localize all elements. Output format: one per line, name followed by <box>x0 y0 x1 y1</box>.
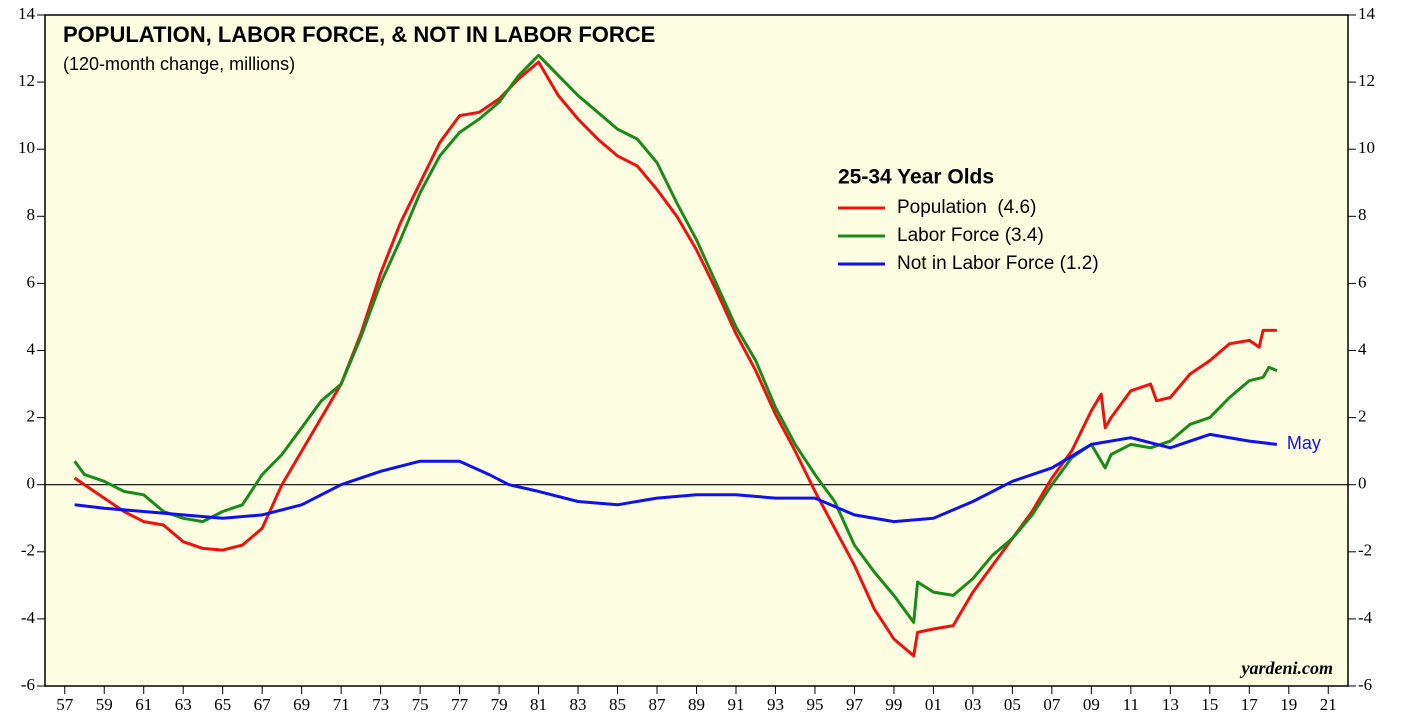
y-tick-label: -2 <box>21 541 35 560</box>
x-tick-label: 11 <box>1123 695 1139 714</box>
watermark: yardeni.com <box>1240 658 1334 678</box>
x-tick-label: 69 <box>293 695 310 714</box>
legend-label: Labor Force (3.4) <box>897 225 1044 246</box>
y2-tick-label: 6 <box>1358 272 1367 291</box>
y-tick-label: 14 <box>18 4 36 23</box>
x-tick-label: 79 <box>491 695 508 714</box>
y-tick-label: -6 <box>21 675 35 694</box>
y2-tick-label: 0 <box>1358 474 1367 493</box>
annotation: May <box>1287 433 1321 453</box>
x-tick-label: 71 <box>333 695 350 714</box>
x-tick-label: 13 <box>1162 695 1179 714</box>
y2-tick-label: 4 <box>1358 339 1367 358</box>
x-tick-label: 21 <box>1320 695 1337 714</box>
x-tick-label: 75 <box>412 695 429 714</box>
x-tick-label: 73 <box>372 695 389 714</box>
x-tick-label: 63 <box>175 695 192 714</box>
plot-area <box>44 14 1349 687</box>
y-tick-label: -4 <box>21 608 36 627</box>
legend-label: Population (4.6) <box>897 197 1036 218</box>
y-tick-label: 6 <box>27 272 36 291</box>
y-tick-label: 10 <box>18 138 35 157</box>
series-line <box>74 432 1278 524</box>
y-tick-label: 4 <box>27 339 36 358</box>
y2-tick-label: 12 <box>1358 71 1375 90</box>
x-tick-label: 19 <box>1280 695 1297 714</box>
series-line <box>73 60 1277 658</box>
legend-label: Not in Labor Force (1.2) <box>897 253 1099 274</box>
x-tick-label: 93 <box>767 695 784 714</box>
x-tick-label: 99 <box>885 695 902 714</box>
chart-subtitle: (120-month change, millions) <box>63 54 295 74</box>
x-tick-label: 81 <box>530 695 547 714</box>
chart-title: POPULATION, LABOR FORCE, & NOT IN LABOR … <box>63 22 655 47</box>
x-tick-label: 83 <box>570 695 587 714</box>
x-tick-label: 67 <box>254 695 272 714</box>
series-line <box>73 53 1278 624</box>
x-tick-label: 85 <box>609 695 626 714</box>
y-tick-label: 2 <box>27 407 36 426</box>
y2-tick-label: 10 <box>1358 138 1375 157</box>
y2-tick-label: 8 <box>1358 205 1367 224</box>
x-tick-label: 87 <box>649 695 667 714</box>
x-tick-label: 15 <box>1201 695 1218 714</box>
y-tick-label: 12 <box>18 71 35 90</box>
x-tick-label: 91 <box>727 695 744 714</box>
x-tick-label: 59 <box>96 695 113 714</box>
legend-title: 25-34 Year Olds <box>838 166 994 189</box>
x-tick-label: 65 <box>214 695 231 714</box>
y2-tick-label: -2 <box>1358 541 1372 560</box>
x-tick-label: 07 <box>1043 695 1061 714</box>
x-tick-label: 57 <box>56 695 74 714</box>
y2-tick-label: 2 <box>1358 407 1367 426</box>
x-tick-label: 89 <box>688 695 705 714</box>
x-tick-label: 77 <box>451 695 469 714</box>
x-tick-label: 97 <box>846 695 864 714</box>
y-tick-label: 8 <box>27 205 36 224</box>
x-tick-label: 09 <box>1083 695 1100 714</box>
y2-tick-label: -6 <box>1358 675 1372 694</box>
x-tick-label: 95 <box>806 695 823 714</box>
y2-tick-label: 14 <box>1358 4 1376 23</box>
y2-tick-label: -4 <box>1358 608 1373 627</box>
x-tick-label: 05 <box>1004 695 1021 714</box>
y-tick-label: 0 <box>27 474 36 493</box>
x-tick-label: 03 <box>964 695 981 714</box>
x-tick-label: 17 <box>1241 695 1259 714</box>
x-tick-label: 01 <box>925 695 942 714</box>
x-tick-label: 61 <box>135 695 152 714</box>
